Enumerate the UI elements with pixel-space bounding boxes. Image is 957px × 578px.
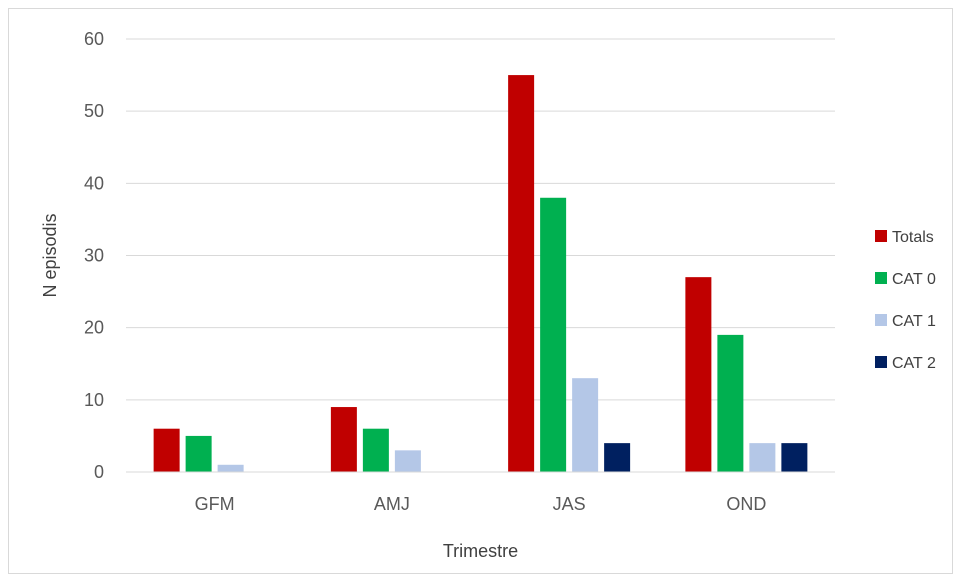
- bar-ond-cat-2: [781, 443, 808, 472]
- y-tick-label: 40: [84, 173, 104, 193]
- y-tick-label: 0: [94, 462, 104, 482]
- bar-jas-cat-1: [572, 378, 599, 472]
- y-tick-label: 50: [84, 101, 104, 121]
- legend-swatch: [875, 230, 887, 242]
- legend-label: CAT 1: [892, 313, 936, 330]
- legend: Totals CAT 0 CAT 1 CAT 2: [875, 229, 936, 372]
- x-tick-label: OND: [726, 494, 766, 514]
- legend-item: CAT 1: [875, 313, 936, 330]
- y-axis-title: N episodis: [40, 213, 60, 297]
- bar-jas-totals: [508, 75, 535, 472]
- x-tick-label: GFM: [195, 494, 235, 514]
- y-tick-label: 60: [84, 29, 104, 49]
- chart-frame: [8, 8, 953, 574]
- bar-gfm-cat-0: [185, 435, 212, 472]
- legend-label: CAT 0: [892, 271, 936, 288]
- bar-ond-cat-1: [749, 443, 776, 472]
- bar-amj-cat-0: [362, 428, 389, 472]
- legend-swatch: [875, 272, 887, 284]
- legend-swatch: [875, 356, 887, 368]
- gridlines: [126, 38, 835, 401]
- bar-amj-cat-1: [394, 450, 421, 472]
- bar-gfm-totals: [153, 428, 180, 472]
- bar-jas-cat-0: [540, 197, 567, 472]
- x-axis-title: Trimestre: [443, 541, 518, 561]
- bar-ond-cat-0: [717, 334, 744, 472]
- y-axis-ticks: 0 10 20 30 40 50 60: [84, 29, 104, 482]
- x-tick-label: JAS: [553, 494, 586, 514]
- legend-item: CAT 2: [875, 355, 936, 372]
- bar-jas-cat-2: [604, 443, 631, 472]
- bar-gfm-cat-1: [217, 464, 244, 472]
- x-axis-ticks: GFM AMJ JAS OND: [195, 494, 767, 514]
- x-tick-label: AMJ: [374, 494, 410, 514]
- bar-ond-totals: [685, 277, 712, 472]
- legend-item: Totals: [875, 229, 934, 246]
- legend-item: CAT 0: [875, 271, 936, 288]
- bar-amj-totals: [330, 407, 357, 472]
- y-tick-label: 20: [84, 318, 104, 338]
- legend-label: Totals: [892, 229, 934, 246]
- bars: [153, 75, 808, 472]
- y-tick-label: 10: [84, 390, 104, 410]
- y-tick-label: 30: [84, 246, 104, 266]
- legend-swatch: [875, 314, 887, 326]
- legend-label: CAT 2: [892, 355, 936, 372]
